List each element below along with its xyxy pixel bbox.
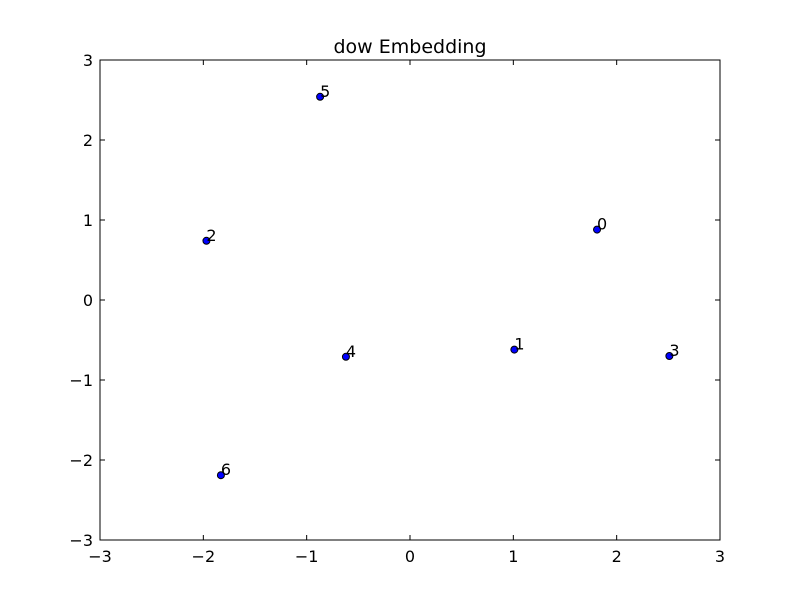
point-label-6: 6 (221, 460, 231, 479)
y-tick-label: 0 (83, 291, 93, 310)
data-point-1 (510, 345, 519, 354)
y-tick-label: −3 (69, 531, 93, 550)
point-label-4: 4 (346, 342, 356, 361)
x-tick-label: −2 (192, 547, 216, 566)
axis-ticks: −3 −2 −1 0 1 2 3 −3 −2 −1 0 1 2 3 (69, 51, 725, 566)
point-label-2: 2 (206, 226, 216, 245)
point-label-5: 5 (320, 82, 330, 101)
data-point-4 (341, 352, 350, 361)
x-tick-label: −1 (295, 547, 319, 566)
x-tick-label: 1 (508, 547, 518, 566)
y-tick-label: 1 (83, 211, 93, 230)
y-tick-label: −1 (69, 371, 93, 390)
data-point-2 (202, 236, 211, 245)
x-tick-label: 3 (715, 547, 725, 566)
chart-title: dow Embedding (333, 36, 486, 58)
y-tick-label: 3 (83, 51, 93, 70)
data-point-6 (216, 471, 225, 480)
x-tick-label: −3 (88, 547, 112, 566)
point-label-1: 1 (514, 335, 524, 354)
x-tick-label: 2 (612, 547, 622, 566)
point-label-0: 0 (597, 215, 607, 234)
y-tick-label: 2 (83, 131, 93, 150)
data-points: 0 1 2 3 4 5 6 (202, 82, 680, 480)
y-tick-label: −2 (69, 451, 93, 470)
plot-frame (99, 59, 721, 541)
point-label-3: 3 (669, 341, 679, 360)
data-point-0 (593, 225, 602, 234)
data-point-3 (665, 352, 674, 360)
x-tick-label: 0 (405, 547, 415, 566)
data-point-5 (316, 92, 325, 101)
